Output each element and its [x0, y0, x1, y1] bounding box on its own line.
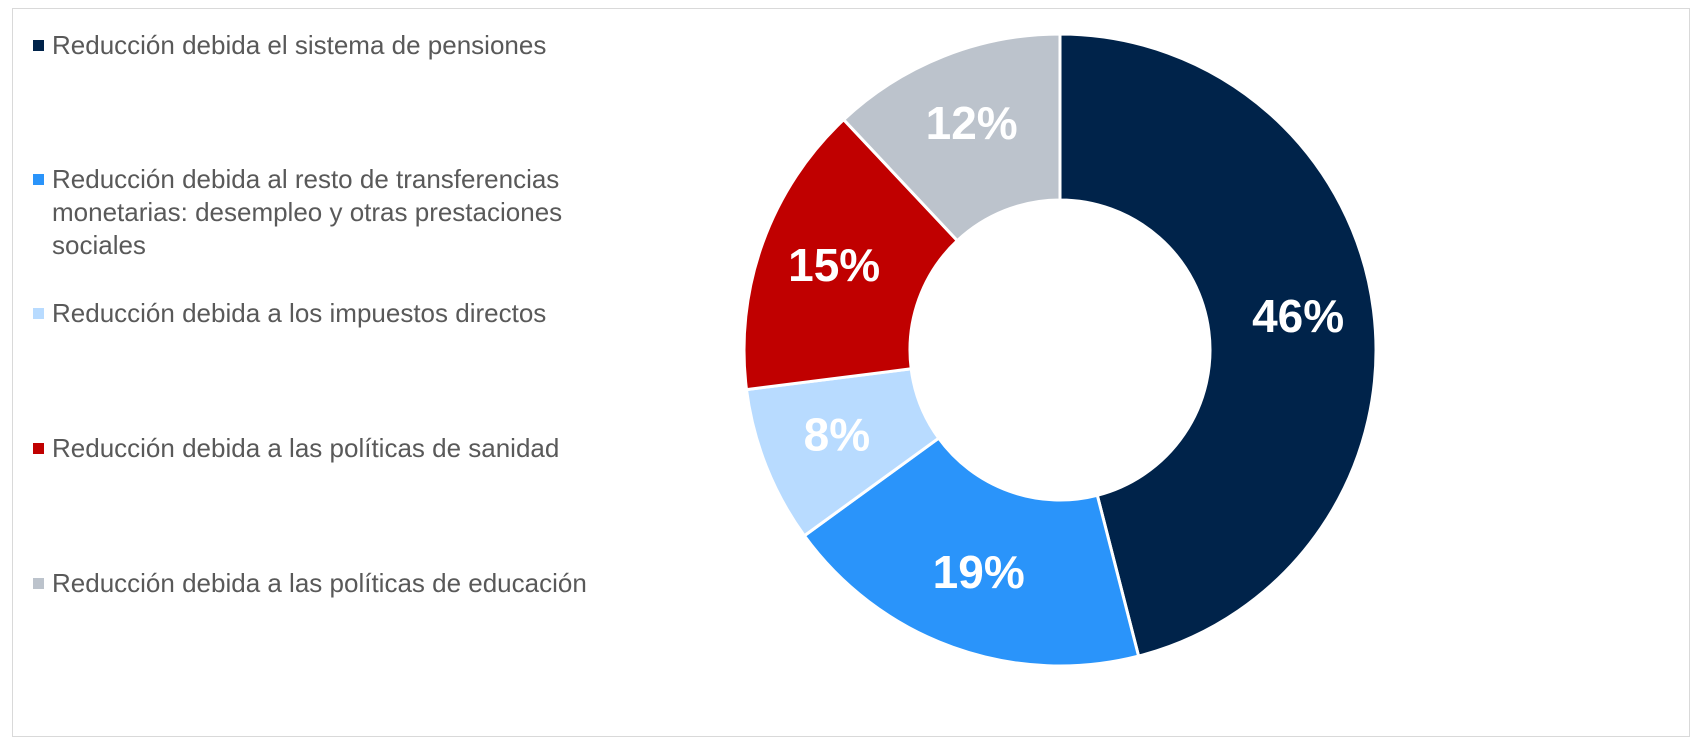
legend-swatch [33, 40, 44, 51]
donut-slice [841, 32, 1062, 243]
legend-swatch [33, 308, 44, 319]
legend-label: Reducción debida a las políticas de sani… [52, 433, 560, 463]
legend-swatch [33, 174, 44, 185]
value-label: 46% [1252, 290, 1344, 342]
value-label: 19% [933, 546, 1025, 598]
donut-slice [742, 117, 960, 392]
legend-label: Reducción debida el sistema de pensiones [52, 30, 547, 60]
value-label: 15% [788, 239, 880, 291]
legend-label: Reducción debida al resto de transferenc… [52, 164, 563, 260]
legend-swatch [33, 443, 44, 454]
legend-label: Reducción debida a los impuestos directo… [52, 298, 547, 328]
value-label: 8% [804, 409, 870, 461]
donut-slice [1058, 32, 1378, 658]
legend-label: Reducción debida a las políticas de educ… [52, 568, 587, 598]
value-label: 12% [926, 97, 1018, 149]
donut-slice [802, 436, 1141, 668]
legend-swatch [33, 578, 44, 589]
chart-frame [12, 8, 1690, 737]
